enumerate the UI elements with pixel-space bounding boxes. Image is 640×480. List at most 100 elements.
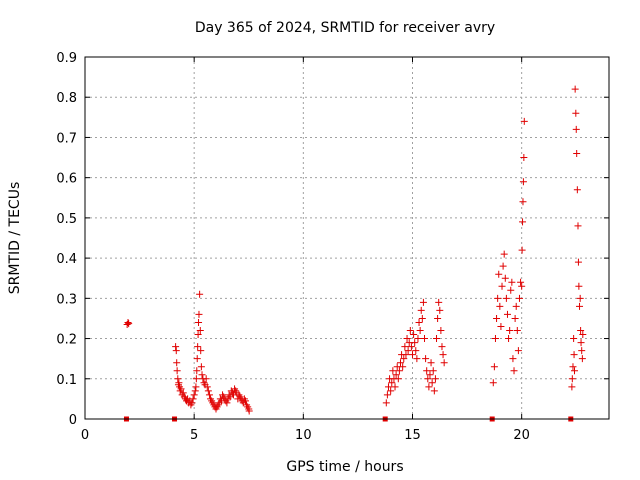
data-point [198,371,206,379]
y-tick-label: 0.1 [56,373,77,388]
data-point [518,246,526,254]
data-point [193,355,201,363]
data-point [415,318,423,326]
y-tick-label: 0 [69,413,77,428]
data-point [395,367,403,375]
data-point [382,399,390,407]
y-tick-label: 0.8 [56,91,77,106]
data-point [191,387,199,395]
data-point [499,262,507,270]
data-point [173,359,181,367]
data-point [194,343,202,351]
marks-layer [123,85,587,422]
data-point [574,258,582,266]
data-point [514,347,522,355]
data-point [575,282,583,290]
data-point [578,347,586,355]
data-point [568,375,576,383]
data-point [494,294,502,302]
chart-title: Day 365 of 2024, SRMTID for receiver avr… [195,20,495,36]
x-tick-label: 20 [513,428,530,443]
data-point [434,314,442,322]
data-point [193,367,201,375]
data-point [383,391,391,399]
x-tick-label: 15 [404,428,421,443]
data-point [392,371,400,379]
tick-layer: 0 5 10 15 20 0 0.1 0.2 0.3 0.4 0.5 0.6 0.7 0.8 0.9 [56,51,609,443]
y-tick-label: 0.5 [56,212,77,227]
data-point [196,290,204,298]
data-point [518,282,526,290]
data-point [196,327,204,335]
data-point [421,335,429,343]
data-point [406,327,414,335]
data-point [172,347,180,355]
data-point [508,278,516,286]
data-point [579,331,587,339]
data-point [513,327,521,335]
data-point [493,314,501,322]
data-point [433,335,441,343]
data-point [189,395,197,403]
data-point [192,383,200,391]
data-point [423,367,431,375]
data-point [496,302,504,310]
data-point [172,343,180,351]
data-point [435,298,443,306]
data-point [520,154,528,162]
data-point [194,331,202,339]
data-point [511,314,519,322]
data-point [394,375,402,383]
data-point [413,355,421,363]
data-point [577,339,585,347]
data-point [192,375,200,383]
data-point [568,383,576,391]
data-point [519,218,527,226]
data-point [491,335,499,343]
data-point [425,383,433,391]
x-tick-label: 10 [295,428,312,443]
data-point [125,320,133,328]
data-point [576,294,584,302]
data-point [401,343,409,351]
data-point [438,343,446,351]
data-point [404,347,412,355]
data-point [572,125,580,133]
data-point [571,85,579,93]
data-point [497,322,505,330]
data-point [439,351,447,359]
data-point [509,355,517,363]
data-point [517,278,525,286]
data-point [202,375,210,383]
y-axis-title: SRMTID / TECUs [7,182,23,295]
data-point [578,355,586,363]
data-point [223,399,231,407]
data-point [407,343,415,351]
data-point [414,335,422,343]
data-point [417,306,425,314]
data-point [173,367,181,375]
data-point [411,339,419,347]
x-tick-label: 0 [81,428,89,443]
data-point [501,274,509,282]
data-point [502,294,510,302]
data-point [403,335,411,343]
data-point [500,250,508,258]
x-axis-title: GPS time / hours [286,459,403,475]
data-point [573,150,581,158]
data-point [391,383,399,391]
data-point [190,391,198,399]
data-point [576,302,584,310]
data-point [570,351,578,359]
y-tick-label: 0.7 [56,131,77,146]
data-point [389,367,397,375]
data-point [124,318,132,326]
data-point [573,186,581,194]
data-point [430,387,438,395]
data-point [436,306,444,314]
data-point [197,347,205,355]
data-point [422,355,430,363]
data-point [410,331,418,339]
data-point [412,347,420,355]
